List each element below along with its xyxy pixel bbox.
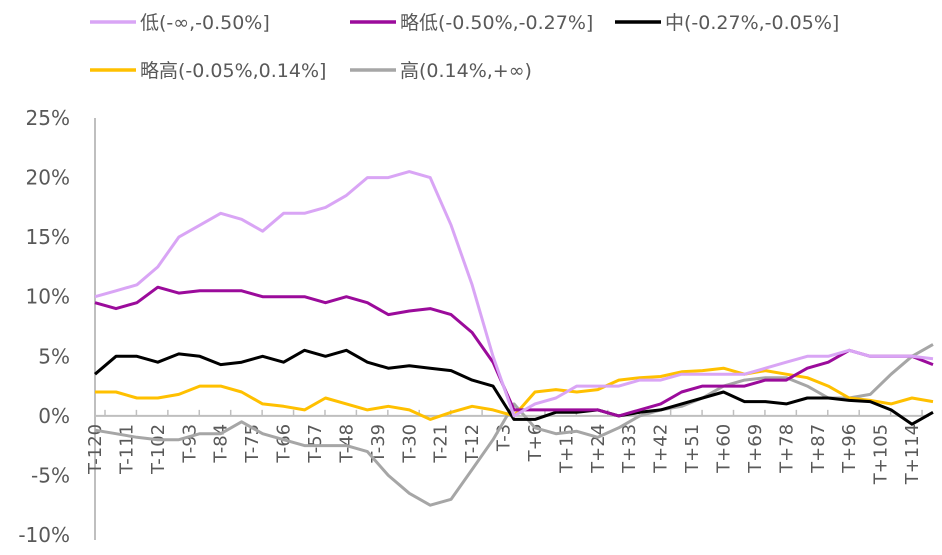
y-tick-label: -10%	[18, 523, 70, 547]
legend: 低(-∞,-0.50%] 略低(-0.50%,-0.27%] 中(-0.27%,-0…	[90, 12, 839, 82]
x-tick-label: T+51	[682, 424, 703, 474]
legend-label: 高(0.14%,+∞)	[400, 60, 532, 82]
y-tick-label: 0%	[38, 404, 70, 428]
x-tick-label: T-75	[242, 424, 263, 464]
x-tick-label: T+42	[651, 424, 672, 474]
y-tick-label: 5%	[38, 344, 70, 368]
series-line-2	[94, 348, 934, 426]
x-tick-label: T+6	[525, 424, 546, 463]
x-tick-label: T+78	[776, 424, 797, 474]
series-line-0	[94, 170, 934, 418]
x-tick-label: T+24	[588, 424, 609, 474]
legend-label: 略低(-0.50%,-0.27%]	[400, 12, 593, 34]
legend-item: 略高(-0.05%,0.14%]	[90, 60, 326, 82]
x-tick-label: T-12	[462, 424, 483, 464]
series-line-1	[94, 285, 934, 418]
x-tick-label: T+15	[556, 424, 577, 474]
x-tick-label: T-48	[336, 424, 357, 464]
x-tick-label: T-57	[305, 424, 326, 464]
legend-label: 中(-0.27%,-0.05%]	[665, 12, 839, 34]
x-tick-label: T-30	[399, 424, 420, 464]
x-axis: T-120 T-111 T-102 T-93 T-84 T-75 T-66 T-57 T-48 T…	[85, 409, 929, 485]
y-tick-label: 15%	[26, 225, 70, 249]
x-tick-label: T-3	[494, 424, 515, 452]
x-tick-label: T+69	[745, 424, 766, 474]
legend-label: 略高(-0.05%,0.14%]	[140, 60, 326, 82]
y-tick-label: 25%	[26, 106, 70, 130]
legend-item: 中(-0.27%,-0.05%]	[615, 12, 839, 34]
x-tick-label: T-102	[148, 424, 169, 475]
x-tick-label: T+114	[902, 424, 923, 485]
x-tick-label: T-39	[368, 424, 389, 464]
plot-area	[94, 170, 934, 507]
x-tick-label: T-111	[116, 424, 137, 475]
x-tick-label: T-93	[179, 424, 200, 464]
x-tick-label: T+96	[839, 424, 860, 474]
x-tick-label: T+60	[714, 424, 735, 474]
legend-label: 低(-∞,-0.50%]	[140, 12, 270, 34]
x-tick-label: T+33	[619, 424, 640, 474]
x-tick-label: T+87	[808, 424, 829, 474]
x-tick-label: T+105	[871, 424, 892, 485]
y-tick-label: 20%	[26, 166, 70, 190]
y-tick-label: 10%	[26, 285, 70, 309]
series-line-4	[94, 343, 934, 507]
x-tick-label: T-66	[274, 424, 295, 464]
y-tick-label: -5%	[31, 463, 70, 487]
legend-item: 高(0.14%,+∞)	[350, 60, 532, 82]
y-axis: -10% -5% 0% 5% 10% 15% 20% 25%	[18, 106, 96, 547]
legend-item: 低(-∞,-0.50%]	[90, 12, 270, 34]
legend-item: 略低(-0.50%,-0.27%]	[350, 12, 593, 34]
x-tick-label: T-120	[85, 424, 106, 475]
x-tick-label: T-21	[431, 424, 452, 464]
